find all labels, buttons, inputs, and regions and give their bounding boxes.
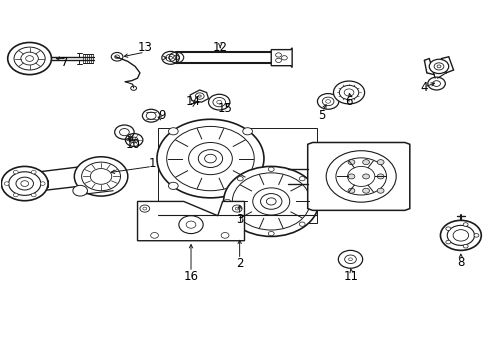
Circle shape [179,216,203,234]
Circle shape [242,182,252,189]
Circle shape [168,182,178,189]
Circle shape [237,222,243,226]
Circle shape [1,166,48,201]
Circle shape [232,205,242,212]
Text: 8: 8 [456,256,464,269]
Circle shape [347,188,354,193]
Circle shape [74,157,127,196]
Text: 3: 3 [236,213,243,226]
Circle shape [13,170,18,174]
Text: 7: 7 [61,55,68,69]
Polygon shape [271,48,291,67]
Polygon shape [25,163,122,193]
Polygon shape [307,143,409,210]
Circle shape [462,223,467,226]
Circle shape [157,119,264,198]
Circle shape [4,182,9,185]
Circle shape [31,170,36,174]
Text: 12: 12 [212,41,227,54]
Text: 1: 1 [148,157,156,170]
Polygon shape [137,202,244,241]
Circle shape [73,185,87,196]
Circle shape [317,94,338,109]
Circle shape [347,174,354,179]
Circle shape [462,244,467,248]
Circle shape [376,188,383,193]
Text: 15: 15 [217,102,232,115]
Circle shape [268,231,274,236]
Polygon shape [190,90,208,102]
Text: 5: 5 [318,109,325,122]
Text: 4: 4 [420,81,427,94]
Circle shape [40,182,45,185]
Circle shape [237,176,243,181]
Circle shape [445,227,450,230]
Text: 11: 11 [343,270,358,283]
Circle shape [338,250,362,268]
Text: 10: 10 [125,138,140,151]
Circle shape [376,159,383,165]
Circle shape [427,77,445,90]
Circle shape [299,176,305,181]
Circle shape [168,128,178,135]
Circle shape [268,167,274,171]
Circle shape [473,234,478,237]
Circle shape [440,220,480,250]
Circle shape [13,193,18,197]
Circle shape [362,159,369,165]
Text: 14: 14 [185,95,201,108]
Circle shape [242,128,252,135]
Text: 16: 16 [183,270,198,283]
Text: 6: 6 [345,95,352,108]
Circle shape [299,222,305,226]
Circle shape [311,199,317,203]
Circle shape [428,59,448,73]
Circle shape [140,205,149,212]
Circle shape [376,174,383,179]
Circle shape [223,166,318,237]
Text: 9: 9 [158,109,165,122]
Circle shape [362,174,369,179]
Circle shape [362,188,369,193]
Circle shape [333,81,364,104]
Circle shape [31,193,36,197]
Circle shape [445,240,450,244]
Text: 13: 13 [137,41,152,54]
Text: 2: 2 [235,257,243,270]
Circle shape [347,159,354,165]
Circle shape [224,199,230,203]
